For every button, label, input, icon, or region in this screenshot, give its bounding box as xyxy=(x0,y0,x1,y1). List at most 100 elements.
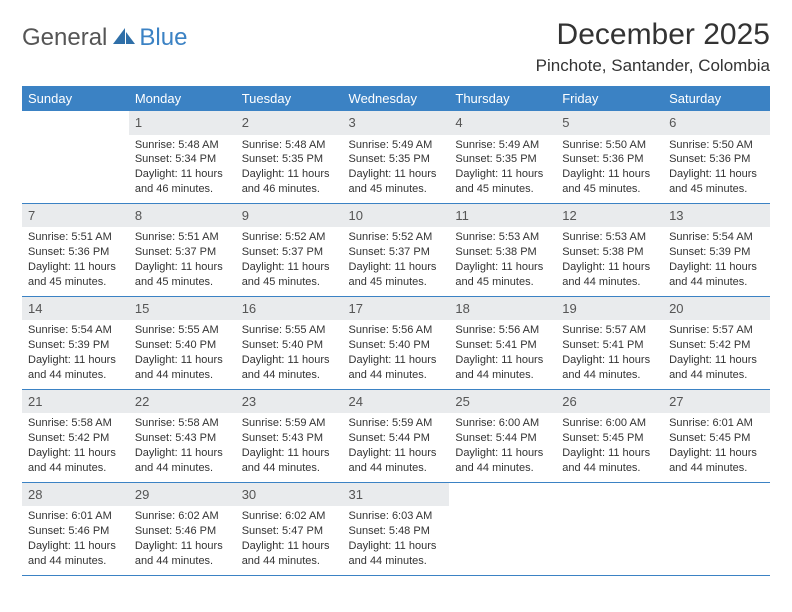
day-number: 22 xyxy=(129,390,236,414)
sunrise-text: Sunrise: 6:03 AM xyxy=(349,509,444,524)
sunset-text: Sunset: 5:40 PM xyxy=(349,338,444,353)
day-body: Sunrise: 6:02 AMSunset: 5:47 PMDaylight:… xyxy=(236,506,343,574)
calendar-day-cell xyxy=(449,482,556,575)
sunrise-text: Sunrise: 5:57 AM xyxy=(562,323,657,338)
sunrise-text: Sunrise: 5:51 AM xyxy=(135,230,230,245)
day-number: 3 xyxy=(343,111,450,135)
brand-general: General xyxy=(22,24,107,52)
day-body: Sunrise: 5:49 AMSunset: 5:35 PMDaylight:… xyxy=(449,135,556,203)
sunset-text: Sunset: 5:37 PM xyxy=(349,245,444,260)
day-number: 27 xyxy=(663,390,770,414)
day-body: Sunrise: 5:57 AMSunset: 5:41 PMDaylight:… xyxy=(556,320,663,388)
day-number: 15 xyxy=(129,297,236,321)
sunrise-text: Sunrise: 5:48 AM xyxy=(135,138,230,153)
day-body: Sunrise: 5:49 AMSunset: 5:35 PMDaylight:… xyxy=(343,135,450,203)
day-body: Sunrise: 5:56 AMSunset: 5:41 PMDaylight:… xyxy=(449,320,556,388)
weekday-header: Wednesday xyxy=(343,86,450,111)
calendar-day-cell: 22Sunrise: 5:58 AMSunset: 5:43 PMDayligh… xyxy=(129,389,236,482)
daylight-text: Daylight: 11 hours and 44 minutes. xyxy=(669,446,764,476)
calendar-table: Sunday Monday Tuesday Wednesday Thursday… xyxy=(22,86,770,576)
sunset-text: Sunset: 5:36 PM xyxy=(669,152,764,167)
day-body: Sunrise: 5:50 AMSunset: 5:36 PMDaylight:… xyxy=(663,135,770,203)
calendar-day-cell: 18Sunrise: 5:56 AMSunset: 5:41 PMDayligh… xyxy=(449,296,556,389)
sunset-text: Sunset: 5:37 PM xyxy=(242,245,337,260)
day-body: Sunrise: 6:00 AMSunset: 5:45 PMDaylight:… xyxy=(556,413,663,481)
sunset-text: Sunset: 5:41 PM xyxy=(562,338,657,353)
daylight-text: Daylight: 11 hours and 45 minutes. xyxy=(669,167,764,197)
calendar-day-cell: 1Sunrise: 5:48 AMSunset: 5:34 PMDaylight… xyxy=(129,111,236,203)
day-number: 5 xyxy=(556,111,663,135)
sunrise-text: Sunrise: 5:49 AM xyxy=(349,138,444,153)
day-body: Sunrise: 5:50 AMSunset: 5:36 PMDaylight:… xyxy=(556,135,663,203)
daylight-text: Daylight: 11 hours and 45 minutes. xyxy=(28,260,123,290)
sunset-text: Sunset: 5:38 PM xyxy=(455,245,550,260)
day-number: 14 xyxy=(22,297,129,321)
sunset-text: Sunset: 5:44 PM xyxy=(349,431,444,446)
day-number: 13 xyxy=(663,204,770,228)
calendar-day-cell: 28Sunrise: 6:01 AMSunset: 5:46 PMDayligh… xyxy=(22,482,129,575)
calendar-day-cell: 3Sunrise: 5:49 AMSunset: 5:35 PMDaylight… xyxy=(343,111,450,203)
daylight-text: Daylight: 11 hours and 45 minutes. xyxy=(242,260,337,290)
calendar-day-cell: 7Sunrise: 5:51 AMSunset: 5:36 PMDaylight… xyxy=(22,203,129,296)
daylight-text: Daylight: 11 hours and 45 minutes. xyxy=(349,167,444,197)
calendar-day-cell: 27Sunrise: 6:01 AMSunset: 5:45 PMDayligh… xyxy=(663,389,770,482)
sunrise-text: Sunrise: 5:54 AM xyxy=(669,230,764,245)
day-number: 11 xyxy=(449,204,556,228)
sunrise-text: Sunrise: 5:55 AM xyxy=(135,323,230,338)
day-number: 18 xyxy=(449,297,556,321)
weekday-header-row: Sunday Monday Tuesday Wednesday Thursday… xyxy=(22,86,770,111)
weekday-header: Saturday xyxy=(663,86,770,111)
day-number: 29 xyxy=(129,483,236,507)
brand-blue: Blue xyxy=(139,24,187,52)
day-body: Sunrise: 5:55 AMSunset: 5:40 PMDaylight:… xyxy=(236,320,343,388)
weekday-header: Thursday xyxy=(449,86,556,111)
sunset-text: Sunset: 5:42 PM xyxy=(28,431,123,446)
daylight-text: Daylight: 11 hours and 44 minutes. xyxy=(349,539,444,569)
daylight-text: Daylight: 11 hours and 44 minutes. xyxy=(349,446,444,476)
day-body: Sunrise: 5:52 AMSunset: 5:37 PMDaylight:… xyxy=(236,227,343,295)
sunrise-text: Sunrise: 6:01 AM xyxy=(669,416,764,431)
day-body: Sunrise: 5:53 AMSunset: 5:38 PMDaylight:… xyxy=(556,227,663,295)
weekday-header: Monday xyxy=(129,86,236,111)
sunrise-text: Sunrise: 5:56 AM xyxy=(455,323,550,338)
day-body: Sunrise: 6:03 AMSunset: 5:48 PMDaylight:… xyxy=(343,506,450,574)
calendar-day-cell: 20Sunrise: 5:57 AMSunset: 5:42 PMDayligh… xyxy=(663,296,770,389)
daylight-text: Daylight: 11 hours and 44 minutes. xyxy=(562,353,657,383)
daylight-text: Daylight: 11 hours and 45 minutes. xyxy=(455,260,550,290)
sunset-text: Sunset: 5:37 PM xyxy=(135,245,230,260)
sunset-text: Sunset: 5:35 PM xyxy=(455,152,550,167)
calendar-day-cell: 5Sunrise: 5:50 AMSunset: 5:36 PMDaylight… xyxy=(556,111,663,203)
sunrise-text: Sunrise: 5:59 AM xyxy=(349,416,444,431)
sunset-text: Sunset: 5:35 PM xyxy=(242,152,337,167)
sunrise-text: Sunrise: 5:59 AM xyxy=(242,416,337,431)
sunrise-text: Sunrise: 6:01 AM xyxy=(28,509,123,524)
day-body: Sunrise: 5:51 AMSunset: 5:36 PMDaylight:… xyxy=(22,227,129,295)
calendar-day-cell: 2Sunrise: 5:48 AMSunset: 5:35 PMDaylight… xyxy=(236,111,343,203)
day-body: Sunrise: 5:48 AMSunset: 5:34 PMDaylight:… xyxy=(129,135,236,203)
day-body: Sunrise: 5:53 AMSunset: 5:38 PMDaylight:… xyxy=(449,227,556,295)
calendar-day-cell: 23Sunrise: 5:59 AMSunset: 5:43 PMDayligh… xyxy=(236,389,343,482)
sunrise-text: Sunrise: 5:53 AM xyxy=(455,230,550,245)
daylight-text: Daylight: 11 hours and 44 minutes. xyxy=(349,353,444,383)
daylight-text: Daylight: 11 hours and 44 minutes. xyxy=(28,446,123,476)
day-number: 25 xyxy=(449,390,556,414)
calendar-day-cell: 8Sunrise: 5:51 AMSunset: 5:37 PMDaylight… xyxy=(129,203,236,296)
sunset-text: Sunset: 5:42 PM xyxy=(669,338,764,353)
day-body: Sunrise: 5:56 AMSunset: 5:40 PMDaylight:… xyxy=(343,320,450,388)
daylight-text: Daylight: 11 hours and 44 minutes. xyxy=(669,260,764,290)
calendar-day-cell: 21Sunrise: 5:58 AMSunset: 5:42 PMDayligh… xyxy=(22,389,129,482)
weekday-header: Sunday xyxy=(22,86,129,111)
day-number: 20 xyxy=(663,297,770,321)
sunset-text: Sunset: 5:34 PM xyxy=(135,152,230,167)
day-number: 21 xyxy=(22,390,129,414)
calendar-day-cell: 31Sunrise: 6:03 AMSunset: 5:48 PMDayligh… xyxy=(343,482,450,575)
sunrise-text: Sunrise: 6:02 AM xyxy=(135,509,230,524)
day-body: Sunrise: 5:58 AMSunset: 5:43 PMDaylight:… xyxy=(129,413,236,481)
calendar-day-cell: 24Sunrise: 5:59 AMSunset: 5:44 PMDayligh… xyxy=(343,389,450,482)
weekday-header: Tuesday xyxy=(236,86,343,111)
calendar-day-cell: 13Sunrise: 5:54 AMSunset: 5:39 PMDayligh… xyxy=(663,203,770,296)
day-number: 19 xyxy=(556,297,663,321)
calendar-day-cell: 11Sunrise: 5:53 AMSunset: 5:38 PMDayligh… xyxy=(449,203,556,296)
sunrise-text: Sunrise: 5:56 AM xyxy=(349,323,444,338)
sunset-text: Sunset: 5:36 PM xyxy=(28,245,123,260)
